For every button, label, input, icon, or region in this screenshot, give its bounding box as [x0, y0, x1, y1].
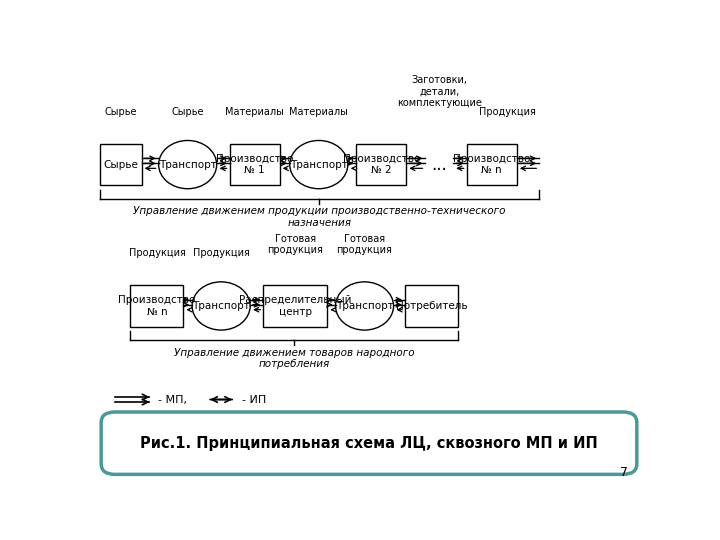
Ellipse shape	[289, 140, 348, 188]
Text: Продукция: Продукция	[479, 107, 536, 117]
Text: Потребитель: Потребитель	[396, 301, 467, 311]
FancyBboxPatch shape	[356, 144, 406, 185]
FancyBboxPatch shape	[100, 144, 142, 185]
Text: Продукция: Продукция	[129, 248, 185, 258]
Text: Рис.1. Принципиальная схема ЛЦ, сквозного МП и ИП: Рис.1. Принципиальная схема ЛЦ, сквозног…	[140, 436, 598, 451]
Text: Транспорт: Транспорт	[192, 301, 250, 311]
Text: Транспорт: Транспорт	[290, 160, 348, 170]
Text: 7: 7	[621, 465, 629, 478]
FancyBboxPatch shape	[405, 285, 458, 327]
Text: Управление движением продукции производственно-технического
назначения: Управление движением продукции производс…	[133, 206, 505, 228]
Text: ...: ...	[431, 156, 447, 173]
Text: Сырье: Сырье	[103, 160, 138, 170]
Text: Готовая
продукция: Готовая продукция	[336, 234, 392, 255]
Text: Распределительный
центр: Распределительный центр	[239, 295, 351, 317]
Text: Транспорт: Транспорт	[336, 301, 393, 311]
Text: - МП,: - МП,	[158, 395, 187, 404]
Text: Сырье: Сырье	[104, 107, 137, 117]
Text: Продукция: Продукция	[193, 248, 250, 258]
Ellipse shape	[192, 282, 250, 330]
Text: - ИП: - ИП	[242, 395, 266, 404]
Text: Управление движением товаров народного
потребления: Управление движением товаров народного п…	[174, 348, 415, 369]
FancyBboxPatch shape	[467, 144, 517, 185]
Text: Материалы: Материалы	[289, 107, 348, 117]
Text: Заготовки,
детали,
комплектующие: Заготовки, детали, комплектующие	[397, 75, 482, 109]
Text: Готовая
продукция: Готовая продукция	[267, 234, 323, 255]
Ellipse shape	[158, 140, 217, 188]
Text: Материалы: Материалы	[225, 107, 284, 117]
Text: Транспорт: Транспорт	[159, 160, 217, 170]
Text: Сырье: Сырье	[171, 107, 204, 117]
Ellipse shape	[336, 282, 394, 330]
FancyBboxPatch shape	[264, 285, 328, 327]
FancyBboxPatch shape	[130, 285, 184, 327]
Text: Производство
№ n: Производство № n	[118, 295, 196, 317]
Text: Производство
№ 1: Производство № 1	[216, 154, 293, 176]
Text: Производство
№ n: Производство № n	[453, 154, 531, 176]
FancyBboxPatch shape	[101, 412, 637, 474]
FancyBboxPatch shape	[230, 144, 279, 185]
Text: Производство
№ 2: Производство № 2	[343, 154, 420, 176]
